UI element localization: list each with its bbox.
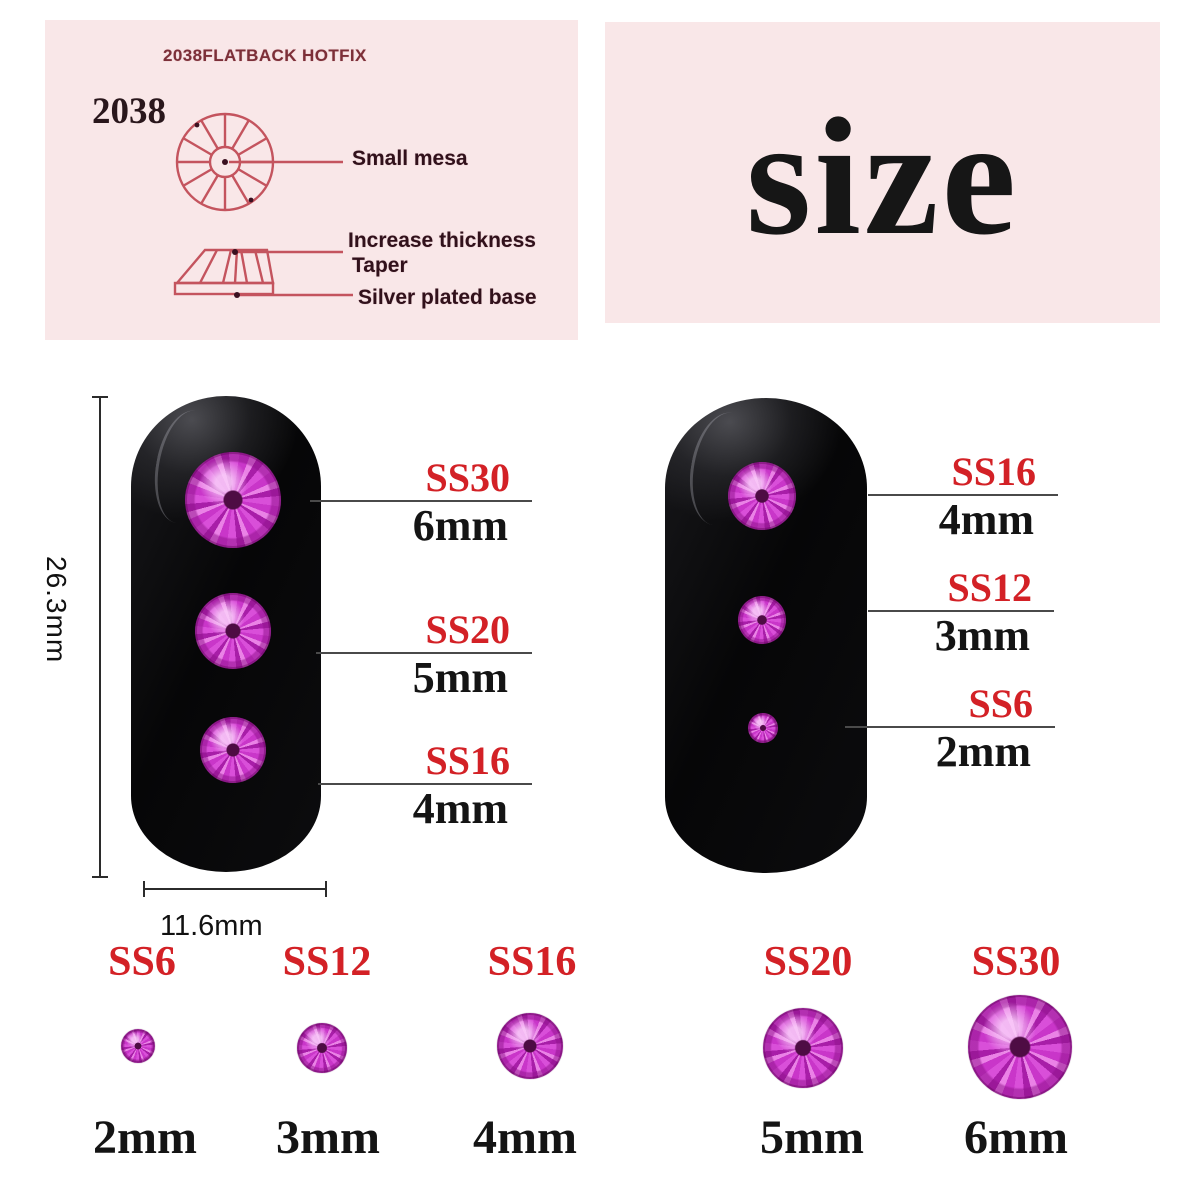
size-row-ss-label: SS20 [763, 939, 853, 985]
annotation-silver-plated-base: Silver plated base [358, 286, 537, 309]
size-row-mm-label: 3mm [276, 1111, 380, 1164]
size-row-ss-label: SS30 [971, 939, 1061, 985]
size-row-ss-label: SS6 [108, 939, 176, 985]
annotation-increase-thickness: Increase thickness [348, 229, 536, 252]
callout-line [310, 500, 532, 502]
spec-panel [45, 20, 578, 340]
rhinestone-ss6 [748, 713, 778, 743]
rhinestone-ss16 [200, 717, 266, 783]
callout-ss-label: SS30 [425, 455, 511, 500]
size-row-stone-ss16 [497, 1013, 563, 1079]
callout-mm-label: 2mm [935, 727, 1031, 776]
size-row-stone-ss30 [968, 995, 1072, 1099]
callout-line [868, 610, 1054, 612]
spec-title: 2038FLATBACK HOTFIX [163, 46, 367, 65]
width-dimension-label: 11.6mm [160, 910, 263, 942]
callout-line [868, 494, 1058, 496]
size-panel [605, 22, 1160, 323]
callout-line [316, 652, 532, 654]
model-number: 2038 [92, 91, 166, 132]
callout-mm-label: 3mm [934, 611, 1030, 660]
rhinestone-ss12 [738, 596, 786, 644]
callout-ss20: SS20 5mm [316, 608, 532, 704]
callout-ss-label: SS16 [951, 449, 1037, 494]
callout-line [845, 726, 1055, 728]
callout-ss-label: SS20 [425, 607, 511, 652]
callout-ss12: SS12 3mm [868, 566, 1054, 662]
callout-line [318, 783, 532, 785]
size-row-stone-ss6 [121, 1029, 155, 1063]
annotation-taper: Taper [352, 254, 408, 277]
height-dimension-label: 26.3mm [41, 556, 72, 664]
size-row-mm-label: 4mm [473, 1111, 577, 1164]
callout-mm-label: 6mm [412, 501, 508, 550]
callout-ss6: SS6 2mm [845, 682, 1055, 778]
size-row-mm-label: 6mm [964, 1111, 1068, 1164]
rhinestone-ss16 [728, 462, 796, 530]
height-dimension-line [92, 396, 108, 878]
size-row-mm-label: 5mm [760, 1111, 864, 1164]
callout-mm-label: 4mm [938, 495, 1034, 544]
width-dimension-line [143, 881, 327, 897]
size-row-stone-ss12 [297, 1023, 347, 1073]
callout-ss30: SS30 6mm [310, 456, 532, 552]
size-row-mm-label: 2mm [93, 1111, 197, 1164]
size-row-ss-label: SS12 [282, 939, 372, 985]
size-heading: size [745, 83, 1020, 270]
callout-ss16-left: SS16 4mm [318, 739, 532, 835]
callout-ss-label: SS6 [968, 681, 1034, 726]
callout-ss-label: SS16 [425, 738, 511, 783]
size-row-ss-label: SS16 [487, 939, 577, 985]
callout-mm-label: 4mm [412, 784, 508, 833]
callout-ss16-right: SS16 4mm [868, 450, 1058, 546]
callout-ss-label: SS12 [947, 565, 1033, 610]
rhinestone-ss30 [185, 452, 281, 548]
annotation-small-mesa: Small mesa [352, 147, 468, 170]
size-row-stone-ss20 [763, 1008, 843, 1088]
rhinestone-spec-diagram [173, 112, 353, 298]
callout-mm-label: 5mm [412, 653, 508, 702]
rhinestone-ss20 [195, 593, 271, 669]
